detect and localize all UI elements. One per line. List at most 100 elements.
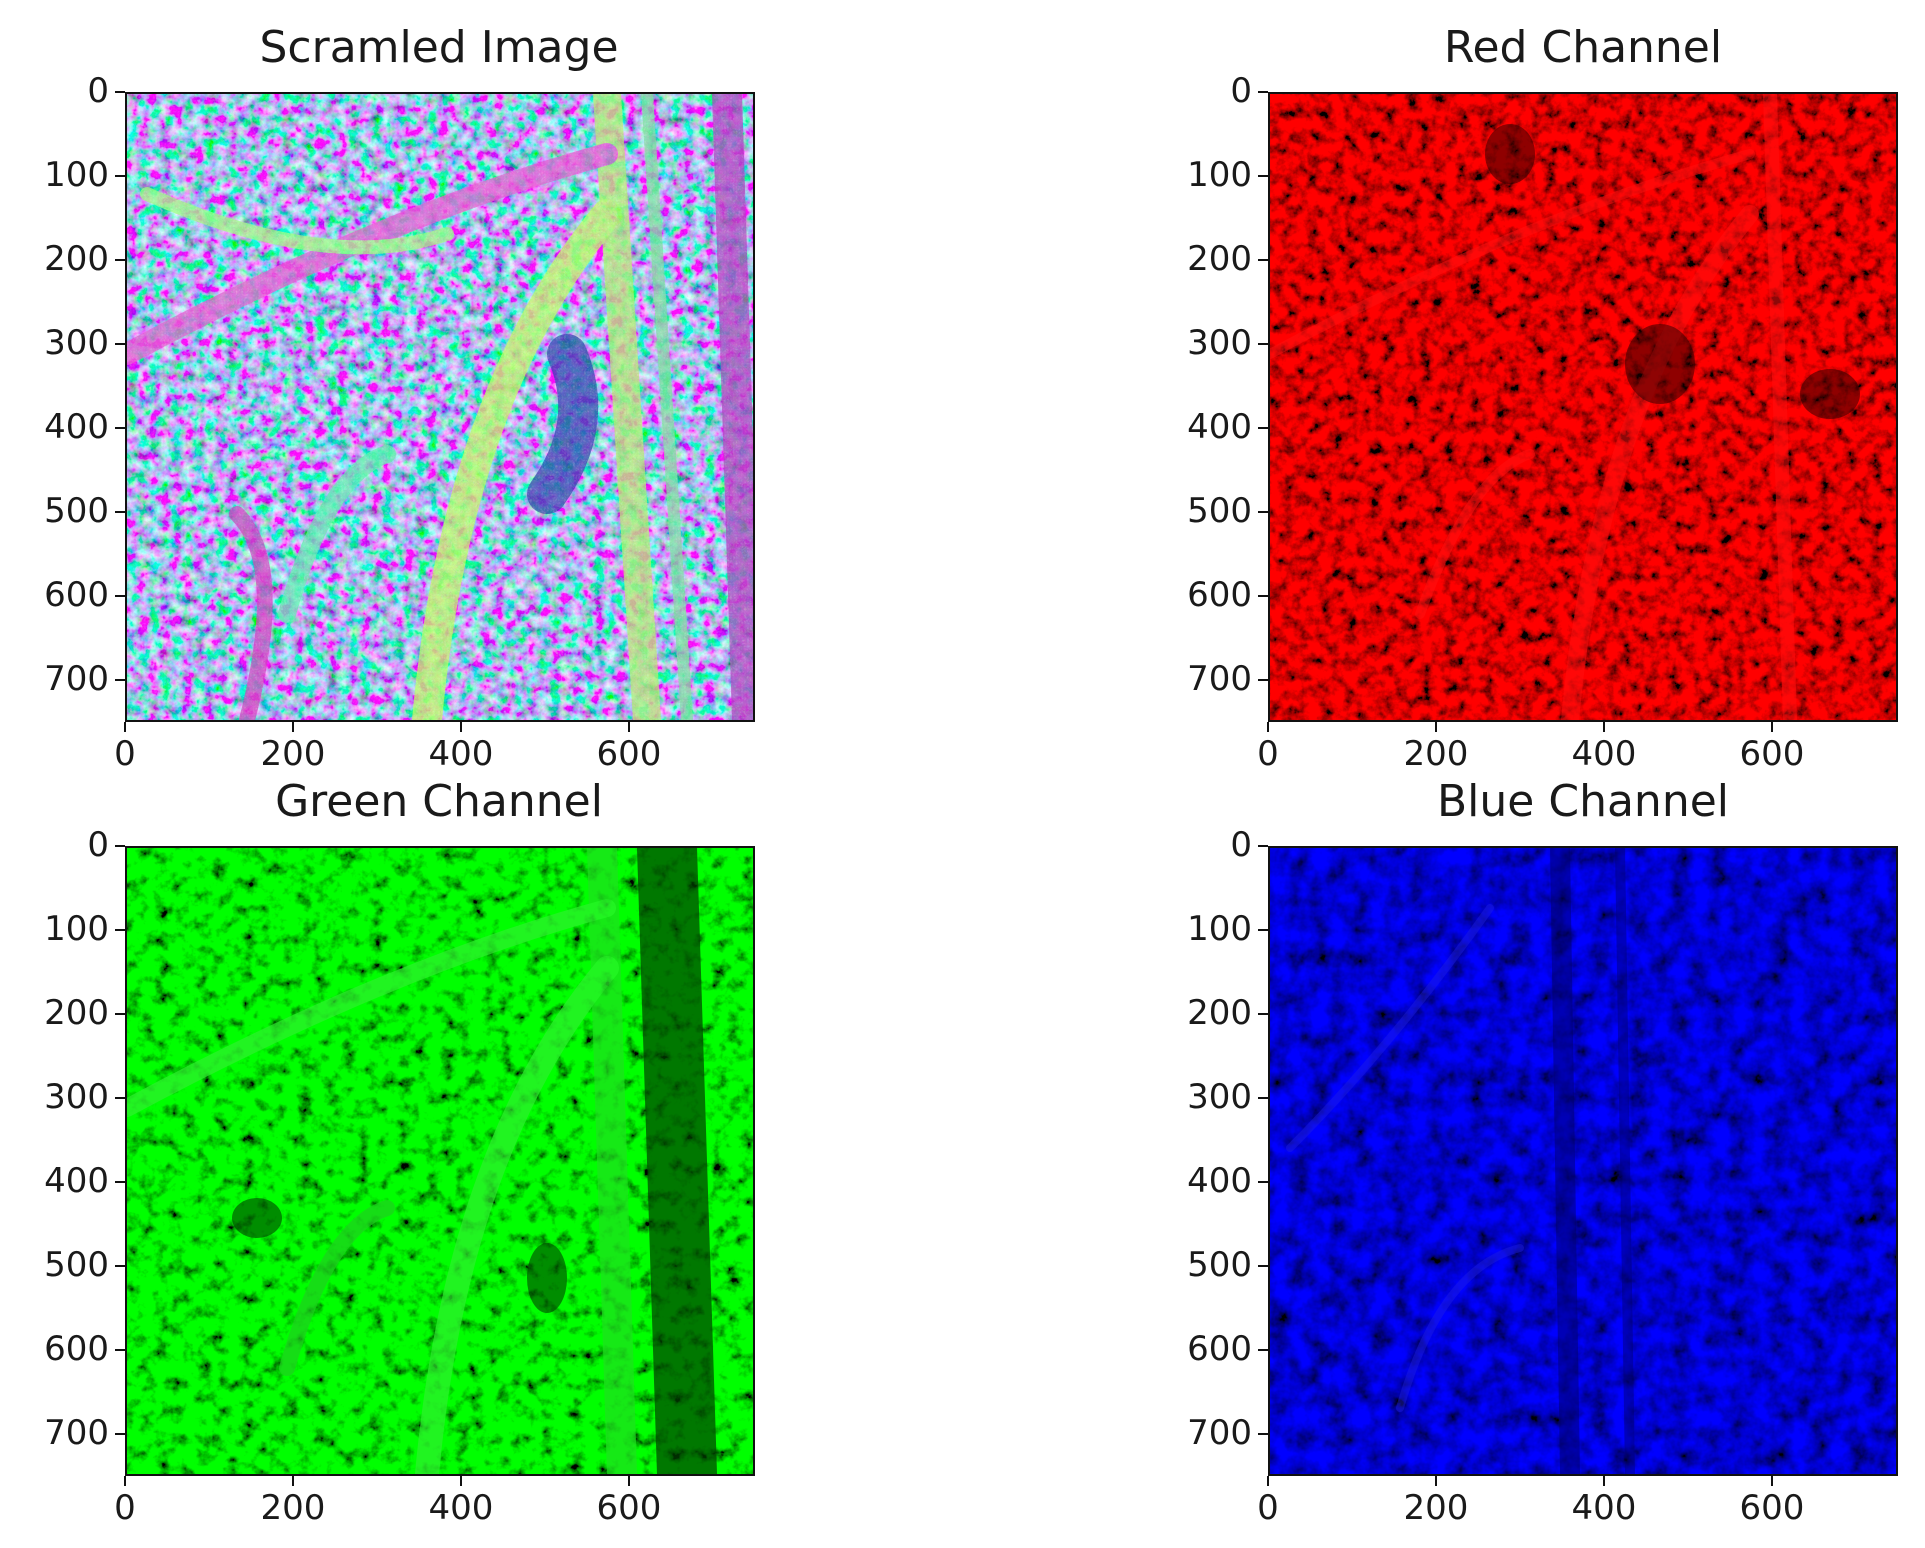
x-tick-label: 600 [1739, 1488, 1805, 1528]
y-tick-mark [1258, 929, 1268, 931]
blue-channel-image [1270, 848, 1896, 1474]
y-tick-mark [115, 1181, 125, 1183]
y-tick-label: 600 [1187, 1329, 1252, 1369]
x-tick-mark [1771, 722, 1773, 732]
y-tick-label: 200 [1187, 993, 1252, 1033]
x-tick-label: 200 [1403, 734, 1469, 774]
y-tick-mark [1258, 595, 1268, 597]
x-tick-label: 200 [1403, 1488, 1469, 1528]
y-tick-label: 100 [44, 909, 109, 949]
x-tick-label: 0 [1257, 1488, 1279, 1528]
x-tick-mark [1435, 722, 1437, 732]
y-tick-mark [1258, 175, 1268, 177]
y-tick-label: 200 [44, 239, 109, 279]
x-tick-label: 0 [1257, 734, 1279, 774]
panel-title: Blue Channel [1437, 776, 1729, 827]
x-tick-mark [1435, 1476, 1437, 1486]
y-tick-mark [1258, 1265, 1268, 1267]
y-tick-mark [115, 1265, 125, 1267]
y-tick-mark [1258, 845, 1268, 847]
y-tick-mark [1258, 91, 1268, 93]
y-tick-mark [1258, 1349, 1268, 1351]
y-tick-mark [115, 259, 125, 261]
y-tick-label: 400 [44, 407, 109, 447]
x-tick-mark [628, 1476, 630, 1486]
y-tick-mark [115, 91, 125, 93]
red-channel-image [1270, 94, 1896, 720]
panel-title: Red Channel [1443, 22, 1723, 73]
y-tick-mark [115, 511, 125, 513]
y-tick-mark [115, 343, 125, 345]
green-channel-image [127, 848, 753, 1474]
y-tick-label: 700 [44, 659, 109, 699]
y-tick-label: 0 [87, 71, 109, 111]
x-tick-mark [292, 722, 294, 732]
y-tick-mark [115, 1349, 125, 1351]
y-tick-label: 200 [44, 993, 109, 1033]
scrambled-image [127, 94, 753, 720]
y-tick-mark [115, 845, 125, 847]
y-tick-label: 600 [44, 1329, 109, 1369]
x-tick-mark [1603, 722, 1605, 732]
y-tick-mark [1258, 343, 1268, 345]
y-tick-label: 500 [44, 491, 109, 531]
y-tick-label: 600 [44, 575, 109, 615]
y-tick-label: 300 [1187, 1077, 1252, 1117]
y-tick-mark [115, 929, 125, 931]
x-tick-mark [1267, 1476, 1269, 1486]
y-tick-label: 500 [44, 1245, 109, 1285]
y-tick-mark [115, 1097, 125, 1099]
x-tick-mark [460, 1476, 462, 1486]
panel-title: Scramled Image [259, 22, 619, 73]
y-tick-mark [1258, 679, 1268, 681]
y-tick-label: 700 [44, 1413, 109, 1453]
y-tick-mark [115, 679, 125, 681]
x-tick-label: 600 [596, 1488, 662, 1528]
green-channel-plot [125, 846, 755, 1476]
y-tick-mark [115, 1013, 125, 1015]
x-tick-label: 200 [260, 1488, 326, 1528]
x-tick-label: 400 [428, 1488, 494, 1528]
x-tick-mark [628, 722, 630, 732]
x-tick-mark [1267, 722, 1269, 732]
y-tick-label: 300 [1187, 323, 1252, 363]
y-tick-mark [115, 175, 125, 177]
y-tick-mark [1258, 511, 1268, 513]
y-tick-label: 0 [1230, 825, 1252, 865]
x-tick-label: 0 [114, 734, 136, 774]
y-tick-mark [1258, 427, 1268, 429]
x-tick-label: 400 [1571, 734, 1637, 774]
y-tick-mark [115, 595, 125, 597]
x-tick-label: 0 [114, 1488, 136, 1528]
x-tick-label: 600 [1739, 734, 1805, 774]
x-tick-label: 400 [428, 734, 494, 774]
x-tick-label: 200 [260, 734, 326, 774]
x-tick-label: 600 [596, 734, 662, 774]
y-tick-label: 100 [44, 155, 109, 195]
y-tick-mark [1258, 1433, 1268, 1435]
x-tick-mark [292, 1476, 294, 1486]
y-tick-label: 700 [1187, 1413, 1252, 1453]
x-tick-mark [1603, 1476, 1605, 1486]
y-tick-label: 300 [44, 323, 109, 363]
y-tick-label: 0 [1230, 71, 1252, 111]
x-tick-mark [124, 1476, 126, 1486]
blue-channel-plot [1268, 846, 1898, 1476]
y-tick-label: 400 [1187, 1161, 1252, 1201]
x-tick-label: 400 [1571, 1488, 1637, 1528]
y-tick-label: 0 [87, 825, 109, 865]
x-tick-mark [124, 722, 126, 732]
y-tick-label: 300 [44, 1077, 109, 1117]
y-tick-mark [1258, 1097, 1268, 1099]
y-tick-label: 700 [1187, 659, 1252, 699]
y-tick-mark [1258, 1013, 1268, 1015]
y-tick-label: 600 [1187, 575, 1252, 615]
y-tick-label: 400 [44, 1161, 109, 1201]
x-tick-mark [460, 722, 462, 732]
y-tick-label: 500 [1187, 1245, 1252, 1285]
y-tick-label: 100 [1187, 909, 1252, 949]
y-tick-label: 100 [1187, 155, 1252, 195]
panel-title: Green Channel [275, 776, 603, 827]
y-tick-label: 400 [1187, 407, 1252, 447]
x-tick-mark [1771, 1476, 1773, 1486]
